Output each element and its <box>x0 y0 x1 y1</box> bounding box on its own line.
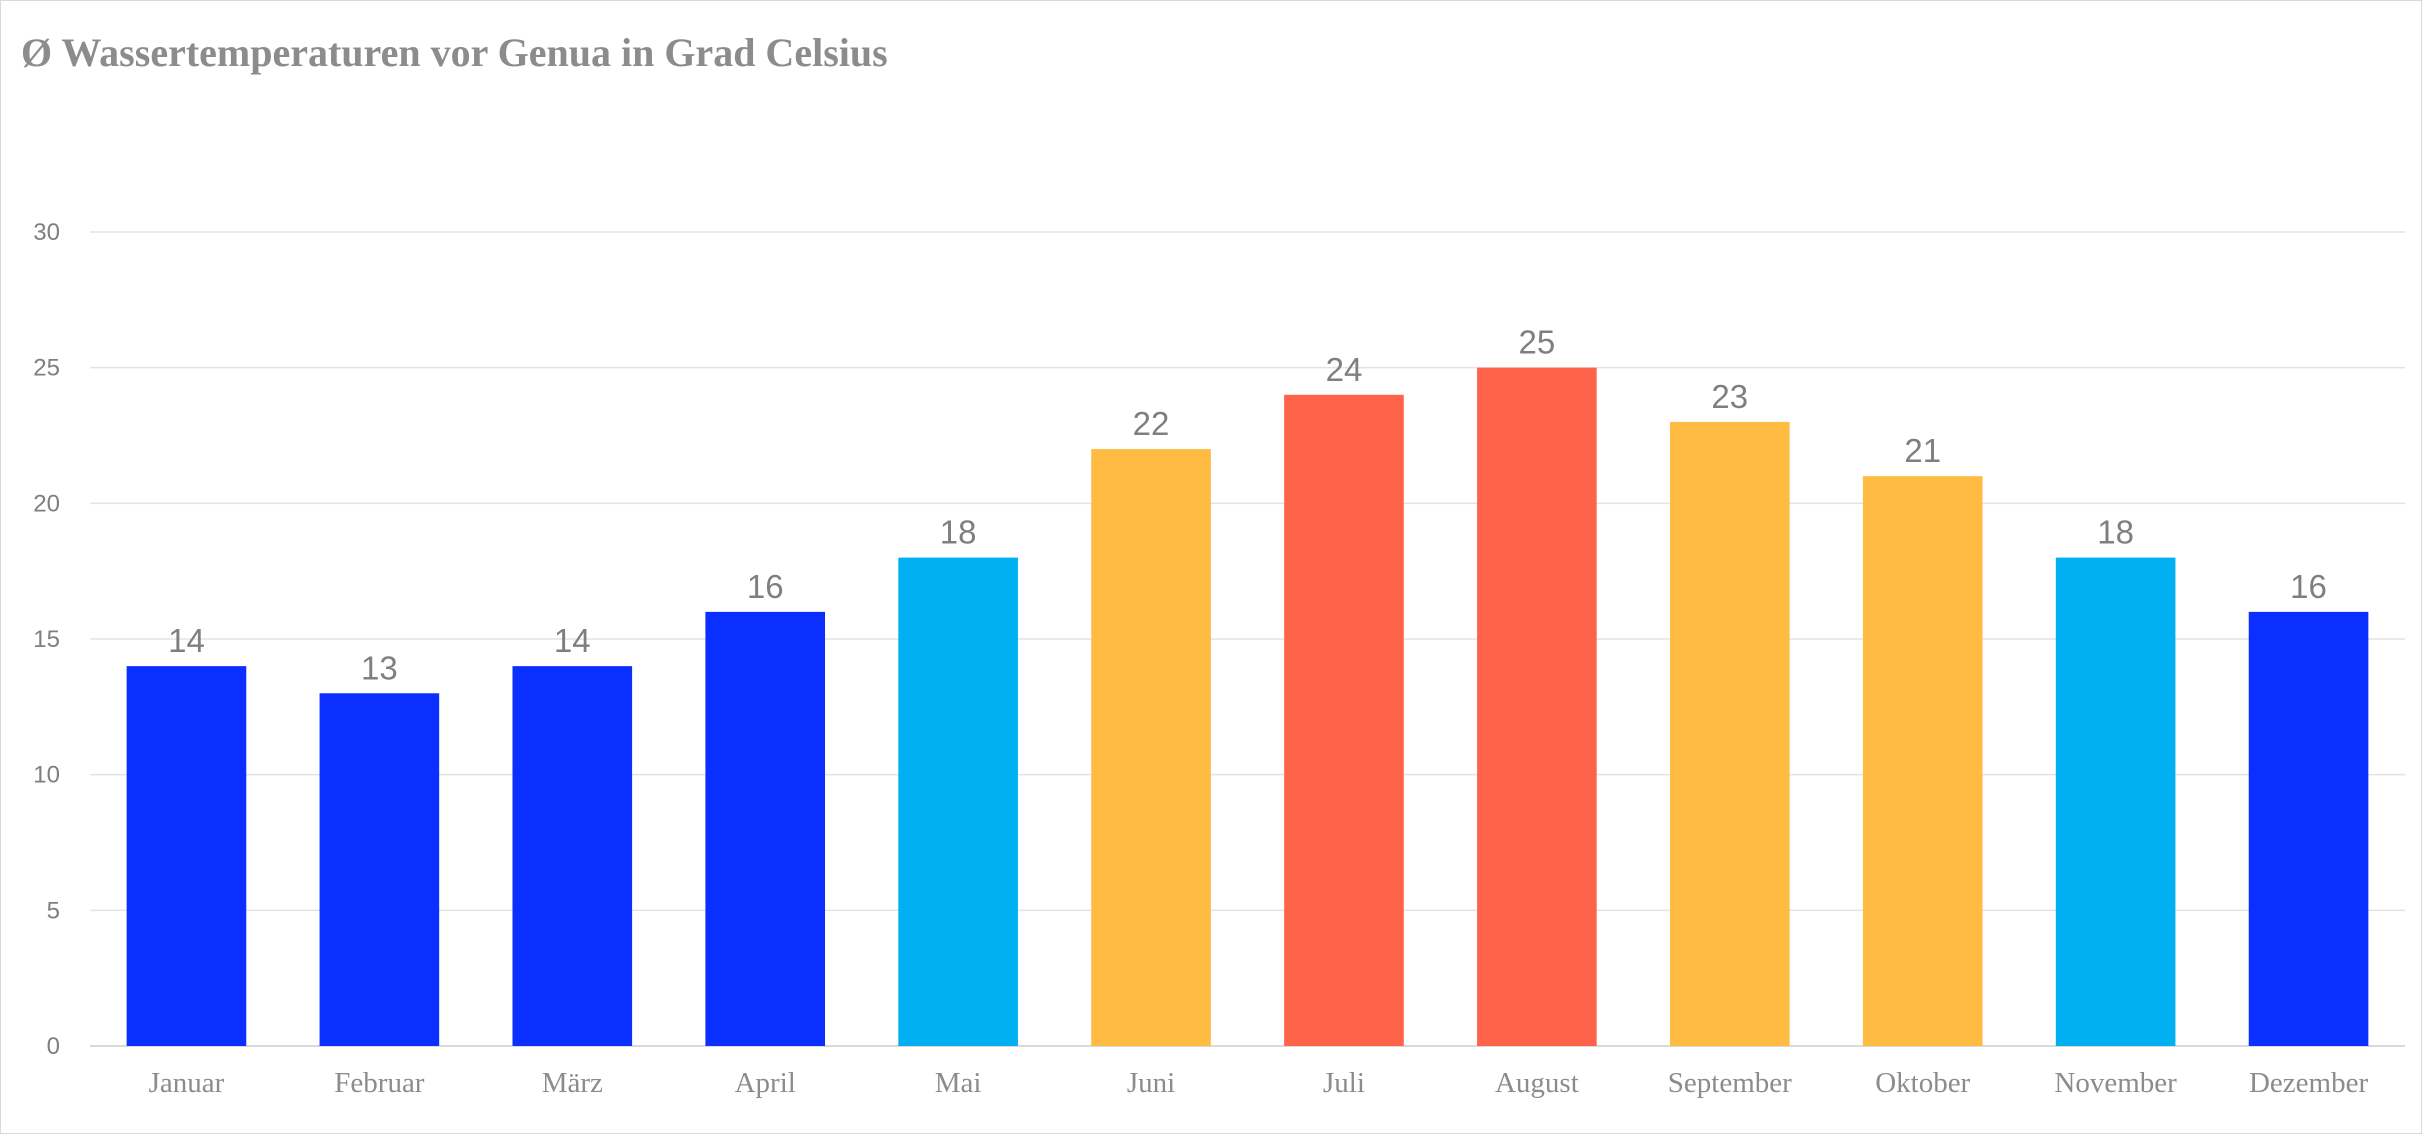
data-label: 14 <box>168 622 205 659</box>
x-tick-label: Juli <box>1323 1067 1365 1099</box>
x-tick-label: August <box>1495 1067 1579 1099</box>
x-tick-label: Februar <box>334 1067 425 1099</box>
chart-title: Ø Wassertemperaturen vor Genua in Grad C… <box>21 30 888 75</box>
y-tick-label: 20 <box>33 490 60 517</box>
data-labels: 14 13 14 16 18 22 24 25 23 21 18 16 <box>168 324 2327 687</box>
x-axis: Januar Februar März April Mai Juni Juli August S… <box>149 1067 2369 1099</box>
data-label: 16 <box>2290 568 2327 605</box>
data-label: 18 <box>2097 514 2134 551</box>
x-tick-label: Oktober <box>1875 1067 1970 1099</box>
data-label: 22 <box>1133 405 1170 442</box>
bar-februar <box>319 693 440 1046</box>
x-tick-label: Juni <box>1127 1067 1175 1099</box>
gridlines <box>90 231 2405 1047</box>
y-tick-label: 0 <box>47 1033 60 1060</box>
data-label: 25 <box>1519 324 1556 361</box>
y-axis: 0 5 10 15 20 25 30 <box>33 219 60 1060</box>
x-tick-label: April <box>735 1067 796 1099</box>
bar-dezember <box>2248 611 2369 1046</box>
data-label: 18 <box>940 514 977 551</box>
x-tick-label: November <box>2054 1067 2177 1099</box>
x-tick-label: Dezember <box>2249 1067 2368 1099</box>
x-tick-label: März <box>542 1067 603 1099</box>
data-label: 13 <box>361 649 398 686</box>
bar-september <box>1669 421 1790 1046</box>
data-label: 16 <box>747 568 784 605</box>
data-label: 14 <box>554 622 591 659</box>
bar-november <box>2055 557 2176 1046</box>
x-tick-label: Januar <box>149 1067 225 1099</box>
bar-juli <box>1284 394 1404 1046</box>
bars <box>126 367 2369 1047</box>
data-label: 21 <box>1904 432 1941 469</box>
y-tick-label: 5 <box>47 897 60 924</box>
y-tick-label: 10 <box>33 762 60 789</box>
bar-juni <box>1091 449 1211 1047</box>
x-tick-label: September <box>1668 1067 1792 1099</box>
bar-oktober <box>1862 476 1983 1046</box>
y-tick-label: 25 <box>33 355 60 382</box>
data-label: 24 <box>1326 351 1363 388</box>
data-label: 23 <box>1711 378 1748 415</box>
x-tick-label: Mai <box>935 1067 982 1099</box>
bar-mai <box>898 557 1018 1046</box>
bar-märz <box>512 666 633 1046</box>
bar-april <box>705 611 826 1046</box>
y-tick-label: 30 <box>33 219 60 246</box>
bar-august <box>1477 367 1597 1047</box>
bar-januar <box>126 666 247 1046</box>
y-tick-label: 15 <box>33 626 60 653</box>
